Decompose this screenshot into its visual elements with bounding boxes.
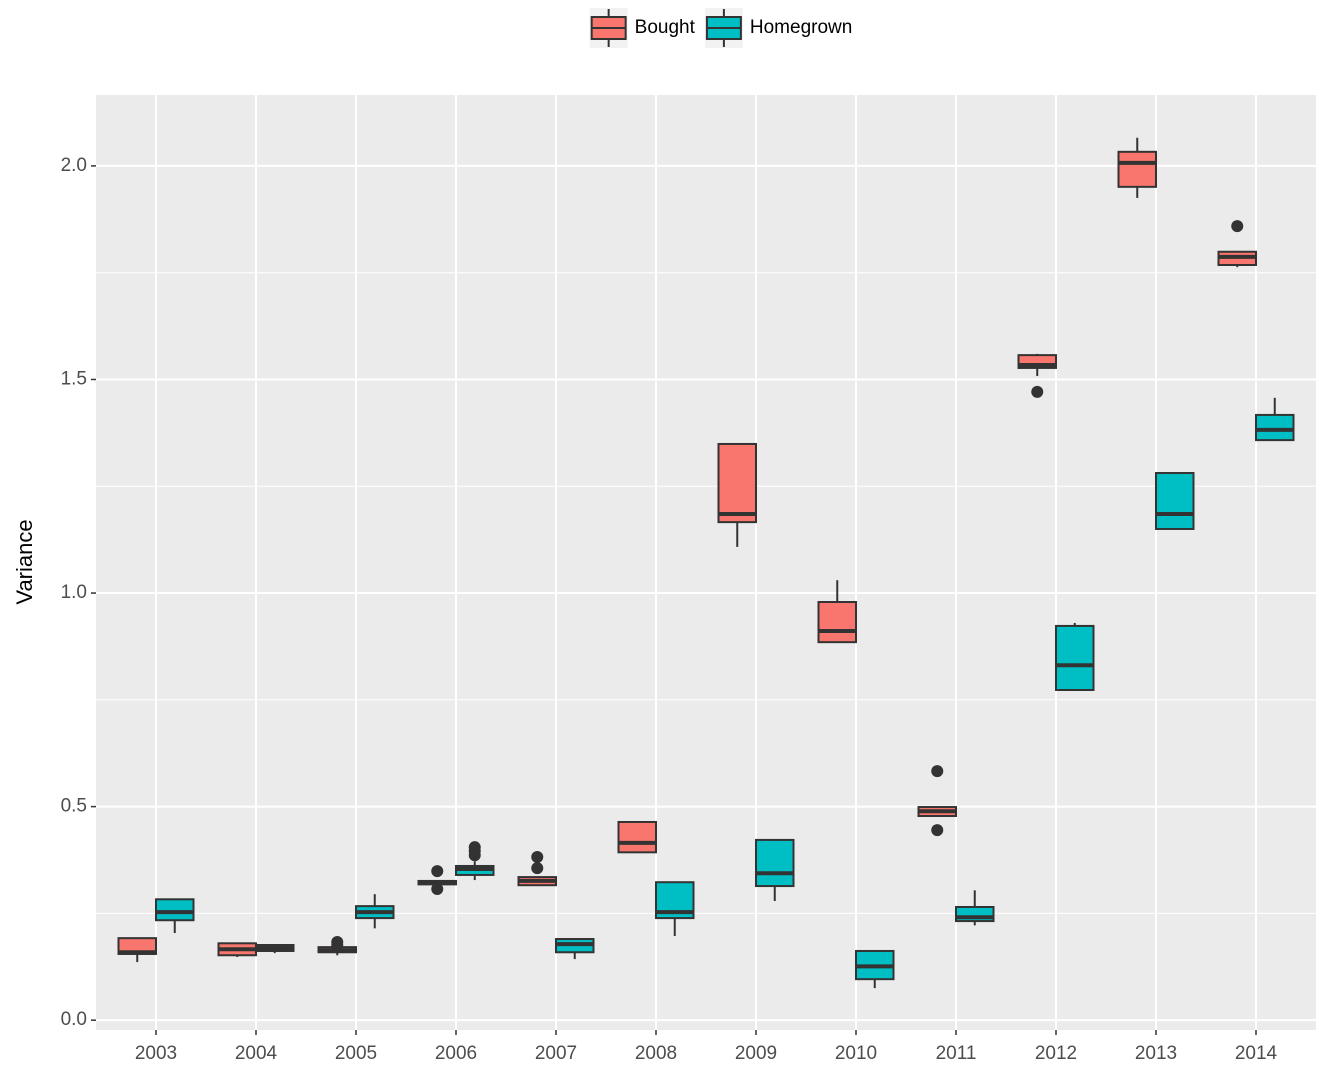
legend-label: Homegrown — [750, 17, 852, 38]
box — [617, 820, 657, 854]
y-tick-label: 0.0 — [61, 1009, 87, 1030]
x-tick-label: 2004 — [235, 1043, 278, 1064]
box — [817, 601, 857, 644]
box — [1155, 472, 1195, 530]
box — [1255, 413, 1295, 442]
outlier — [1031, 385, 1044, 398]
box — [1117, 150, 1157, 188]
y-axis-title: Variance — [12, 519, 37, 604]
y-tick-label: 1.0 — [61, 582, 87, 603]
box — [755, 838, 795, 888]
y-tick-label: 0.5 — [61, 796, 87, 817]
x-tick-label: 2011 — [936, 1043, 977, 1064]
x-tick-label: 2008 — [635, 1043, 677, 1064]
x-tick-label: 2006 — [435, 1043, 477, 1064]
outlier — [431, 883, 444, 896]
outlier — [931, 765, 944, 778]
x-tick-label: 2005 — [335, 1043, 377, 1064]
outlier — [531, 851, 544, 864]
x-tick-label: 2012 — [1035, 1043, 1077, 1064]
x-tick-label: 2013 — [1135, 1043, 1177, 1064]
x-tick-label: 2003 — [135, 1043, 177, 1064]
box — [1055, 624, 1095, 691]
x-tick-label: 2007 — [535, 1043, 577, 1064]
outlier — [931, 824, 944, 837]
legend-label: Bought — [635, 17, 696, 38]
box — [717, 442, 757, 524]
panel — [96, 95, 1316, 1030]
x-tick-label: 2014 — [1235, 1043, 1278, 1064]
outlier — [331, 939, 344, 951]
x-tick-label: 2010 — [835, 1043, 877, 1064]
box — [155, 898, 195, 922]
y-tick-label: 1.5 — [61, 368, 87, 389]
y-tick-label: 2.0 — [61, 155, 87, 176]
outlier — [531, 862, 544, 875]
outlier — [1231, 220, 1244, 233]
outlier — [468, 849, 481, 862]
x-tick-label: 2009 — [735, 1043, 777, 1064]
outlier — [431, 865, 444, 878]
